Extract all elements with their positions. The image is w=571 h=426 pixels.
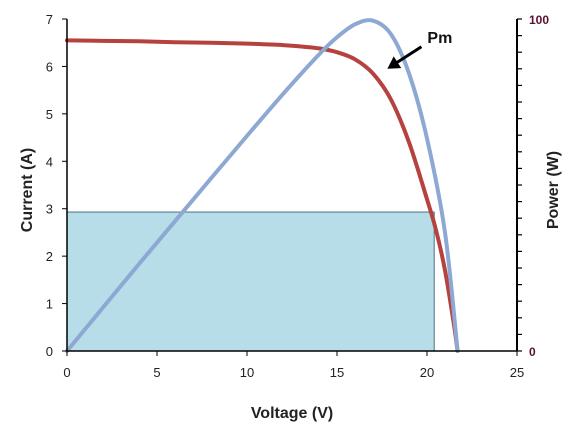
current-curve	[65, 38, 460, 353]
series-layer	[65, 18, 460, 353]
y-left-tick-label: 1	[46, 297, 53, 312]
x-tick-label: 10	[240, 365, 254, 380]
y-axis-right-title: Power (W)	[545, 151, 562, 229]
x-tick-label: 0	[63, 365, 70, 380]
x-tick-label: 20	[420, 365, 434, 380]
x-tick-label: 5	[153, 365, 160, 380]
pm-arrow-shaft	[392, 45, 423, 67]
x-axis-title: Voltage (V)	[251, 405, 333, 422]
y-left-tick-label: 4	[46, 154, 53, 169]
y-left-tick-label: 0	[46, 344, 53, 359]
power-curve	[65, 18, 460, 353]
y-left-tick-label: 2	[46, 249, 53, 264]
y-left-tick-label: 7	[46, 12, 53, 27]
operating-point-rectangle-layer	[66, 211, 435, 352]
y-left-tick-label: 5	[46, 107, 53, 122]
annotation-layer: Pm	[387, 30, 452, 69]
x-tick-label: 25	[510, 365, 524, 380]
tick-layer: 0 5 10 15 20 25 0 1 2 3 4 5 6 7 0 100	[46, 12, 550, 380]
y-left-tick-label: 6	[46, 59, 53, 74]
y-right-tick-label: 0	[529, 345, 536, 359]
operating-area-rectangle	[66, 211, 435, 352]
y-left-tick-label: 3	[46, 202, 53, 217]
y-axis-left-title: Current (A)	[19, 148, 36, 232]
y-right-tick-label: 100	[529, 13, 549, 27]
x-tick-label: 15	[330, 365, 344, 380]
pm-label: Pm	[427, 30, 452, 47]
pm-arrow-head	[387, 56, 402, 69]
